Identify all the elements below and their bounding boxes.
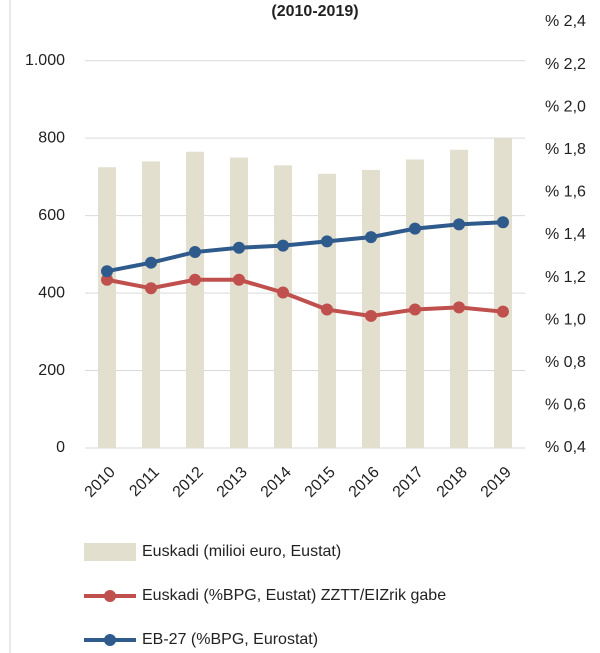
bar [230, 157, 248, 448]
point [365, 231, 377, 244]
point [453, 301, 465, 314]
x-tick-label: 2016 [346, 464, 383, 501]
line [106, 277, 504, 318]
point [365, 309, 377, 322]
x-tick-label: 2012 [170, 464, 207, 501]
bar [186, 151, 204, 448]
point [409, 222, 421, 235]
bar [450, 149, 468, 449]
bar [362, 169, 380, 449]
y2-tick-label: % 1,2 [545, 269, 586, 286]
x-tick-label: 2019 [478, 464, 515, 501]
point [497, 305, 509, 318]
y2-tick-label: % 2,4 [545, 13, 586, 30]
bar [98, 167, 116, 448]
point [189, 273, 201, 286]
legend-label: Euskadi (milioi euro, Eustat) [142, 543, 341, 560]
point [497, 216, 509, 229]
y2-tick-label: % 2,2 [545, 56, 586, 73]
point [277, 239, 289, 252]
y2-tick-label: % 0,8 [545, 354, 586, 371]
point [233, 241, 245, 254]
point [101, 273, 113, 286]
chart-title: (2010-2019) [271, 3, 358, 20]
point [277, 286, 289, 299]
y2-tick-label: % 0,6 [545, 397, 586, 414]
y-tick-label: 0 [56, 439, 65, 456]
y2-tick-label: % 1,0 [545, 311, 586, 328]
bar [494, 138, 512, 448]
point [321, 235, 333, 248]
y2-tick-label: % 1,6 [545, 184, 586, 201]
point [453, 218, 465, 231]
y-tick-label: 400 [38, 284, 65, 301]
legend-label: Euskadi (%BPG, Eustat) ZZTT/EIZrik gabe [142, 587, 446, 604]
y2-tick-label: % 2,0 [545, 98, 586, 115]
y-tick-label: 800 [38, 129, 65, 146]
legend-swatch [104, 590, 116, 602]
point [409, 303, 421, 316]
line [106, 220, 504, 274]
y-tick-label: 1.000 [25, 52, 65, 69]
point [145, 282, 157, 295]
legend-label: EB-27 (%BPG, Eurostat) [142, 631, 318, 648]
point [321, 303, 333, 316]
y-tick-label: 200 [38, 362, 65, 379]
y2-tick-label: % 1,8 [545, 141, 586, 158]
legend-swatch [104, 634, 116, 646]
x-tick-label: 2015 [302, 464, 339, 501]
point [101, 265, 113, 278]
bar [274, 165, 292, 449]
x-tick-label: 2013 [214, 464, 251, 501]
point [189, 246, 201, 259]
x-tick-label: 2017 [390, 464, 427, 501]
point [145, 256, 157, 269]
x-tick-label: 2010 [82, 464, 119, 501]
y2-tick-label: % 1,4 [545, 226, 586, 243]
legend-swatch [84, 543, 136, 561]
bar [142, 161, 160, 448]
point [233, 273, 245, 286]
x-tick-label: 2014 [258, 464, 295, 501]
x-tick-label: 2011 [126, 464, 162, 500]
x-tick-label: 2018 [434, 464, 471, 501]
y-tick-label: 600 [38, 207, 65, 224]
y2-tick-label: % 0,4 [545, 439, 586, 456]
